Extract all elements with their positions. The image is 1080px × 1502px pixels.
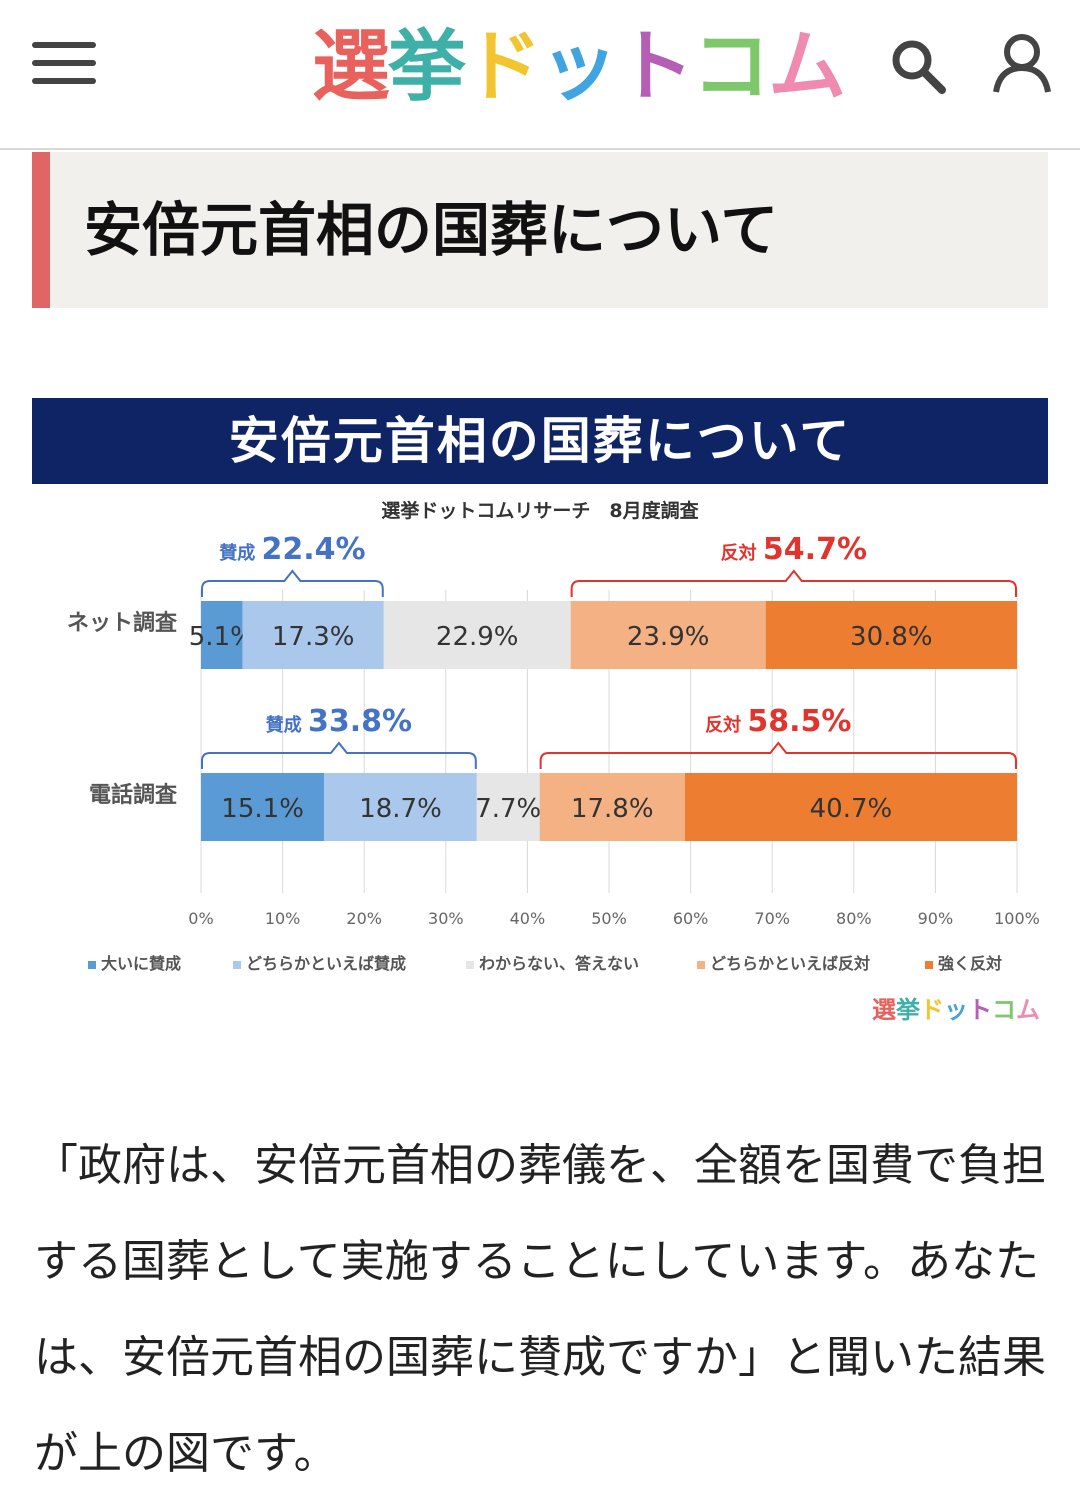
bar-segment [570,601,766,669]
group-label-prefix: 反対 [721,542,763,564]
legend-label: どちらかといえば反対 [710,954,870,973]
logo-char: ッ [540,22,618,112]
data-label: 30.8% [850,622,933,652]
legend-label: どちらかといえば賛成 [246,954,406,973]
logo-char: 選 [312,22,390,112]
x-tick-label: 70% [754,909,790,928]
logo-char: コ [692,22,770,112]
group-bracket [201,741,477,769]
group-label-prefix: 賛成 [266,714,308,736]
logo-char: 挙 [388,22,466,112]
x-tick-label: 40% [510,909,546,928]
watermark-char: 選 [872,996,896,1024]
legend-swatch [233,961,241,969]
bar-segment [684,773,1017,841]
legend-swatch [466,961,474,969]
user-icon[interactable] [990,32,1054,96]
group-bracket [539,741,1017,769]
group-label-value: 22.4% [261,532,365,567]
logo-char: ド [464,22,542,112]
group-label-value: 54.7% [763,532,867,567]
x-tick-label: 80% [836,909,872,928]
legend-label: 強く反対 [938,954,1002,973]
legend-label: 大いに賛成 [101,954,181,973]
legend-swatch [925,961,933,969]
x-tick-label: 10% [265,909,301,928]
chart-subtitle: 選挙ドットコムリサーチ 8月度調査 [381,500,699,522]
logo-char: ト [616,22,694,112]
site-logo[interactable]: 選挙ドットコム [312,22,846,112]
hamburger-icon[interactable] [32,42,96,88]
search-icon[interactable] [888,36,948,96]
watermark-char: ト [968,996,992,1024]
group-label-prefix: 賛成 [219,542,261,564]
x-tick-label: 50% [591,909,627,928]
bar-segment [539,773,685,841]
watermark-char: ッ [944,996,968,1024]
stacked-bar-chart: 0% 10% 20% 30% 40% 50% 60% 70% 80% 90% 100%ネット調査 5.… [67,532,1040,1024]
x-tick-label: 100% [994,909,1040,928]
legend-label: わからない、答えない [479,954,639,973]
watermark-logo: 選挙ドットコム [872,996,1040,1024]
x-tick-label: 20% [346,909,382,928]
logo-char: ム [768,22,846,112]
group-bracket [570,569,1017,597]
x-tick-label: 60% [673,909,709,928]
group-bracket [201,569,384,597]
x-tick-label: 90% [918,909,954,928]
legend-swatch [88,961,96,969]
chart-title: 安倍元首相の国葬について [228,412,852,470]
data-label: 18.7% [359,794,442,824]
group-label-prefix: 反対 [705,714,747,736]
bar-segment [476,773,540,841]
group-label: 反対 54.7% [721,532,867,567]
x-tick-label: 0% [188,909,213,928]
bar-segment [242,601,384,669]
legend-swatch [697,961,705,969]
group-label-value: 33.8% [308,704,412,739]
data-label: 40.7% [810,794,893,824]
bar-segment [765,601,1017,669]
bar-segment [324,773,477,841]
chart-title-banner: 安倍元首相の国葬について [32,398,1048,484]
group-label-value: 58.5% [747,704,851,739]
group-label: 賛成 33.8% [266,704,412,739]
bar-segment [201,773,325,841]
article-paragraph: 「政府は、安倍元首相の葬儀を、全額を国費で負担する国葬として実施することにしてい… [34,1140,1046,1479]
watermark-char: 挙 [895,996,921,1024]
data-label: 22.9% [436,622,519,652]
heading-accent-bar [32,152,50,308]
group-label: 賛成 22.4% [219,532,365,567]
data-label: 15.1% [221,794,304,824]
watermark-char: ド [920,996,944,1024]
data-label: 23.9% [627,622,710,652]
article-heading: 安倍元首相の国葬について [84,196,779,264]
site-header: 選挙ドットコム [0,0,1080,150]
article-heading-box: 安倍元首相の国葬について [32,152,1048,308]
category-label: 電話調査 [89,782,178,808]
data-label: 17.8% [571,794,654,824]
bar-segment [383,601,571,669]
x-tick-label: 30% [428,909,464,928]
data-label: 17.3% [272,622,355,652]
category-label: ネット調査 [67,610,178,636]
watermark-char: コ [992,996,1016,1024]
data-label: 7.7% [475,794,541,824]
watermark-char: ム [1016,996,1040,1024]
group-label: 反対 58.5% [705,704,851,739]
bar-segment [201,601,243,669]
